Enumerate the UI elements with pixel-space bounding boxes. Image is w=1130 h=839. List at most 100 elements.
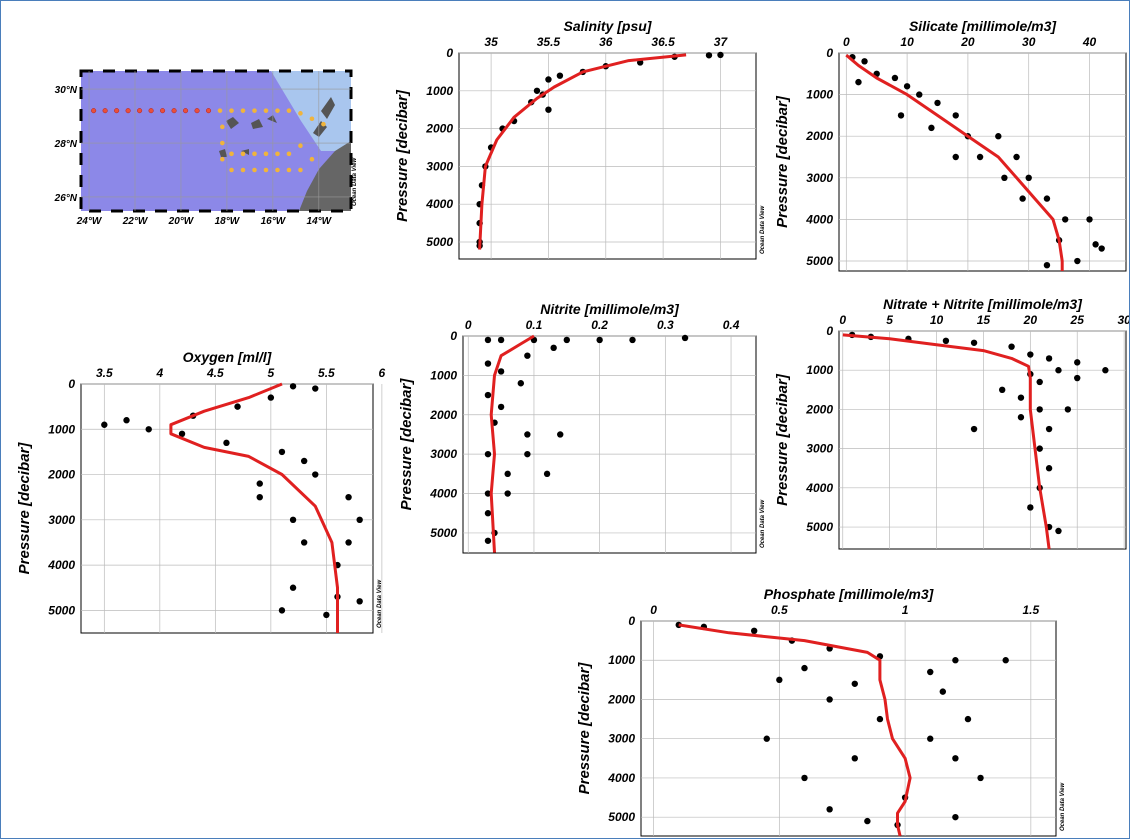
x-tick-label: 0.1 [526,318,543,332]
y-tick-label: 3000 [806,171,833,185]
x-tick-label: 35.5 [537,35,561,49]
data-point [257,494,263,500]
data-point [290,517,296,523]
chart-title: Nitrate + Nitrite [millimole/m3] [883,296,1083,312]
data-point [123,417,129,423]
y-tick-label: 4000 [805,481,833,495]
data-point [312,471,318,477]
data-point [279,449,285,455]
data-point [498,337,504,343]
data-point [943,338,949,344]
track-station [287,168,292,173]
x-tick-label: 20°W [168,216,195,227]
track-station [229,152,234,157]
y-tick-label: 4000 [607,771,635,785]
x-tick-label: 0.2 [591,318,608,332]
x-tick-label: 37 [714,35,729,49]
data-point [952,755,958,761]
station [195,108,200,113]
data-point [1086,216,1092,222]
data-point [1019,195,1025,201]
y-axis-label: Pressure [decibar] [774,373,791,506]
y-tick-label: 2000 [805,129,833,143]
track-station [264,108,269,113]
station [114,108,119,113]
data-point [545,76,551,82]
x-tick-label: 36.5 [651,35,675,49]
x-tick-label: 16°W [261,216,287,227]
y-tick-label: 2000 [47,468,75,482]
track-station [229,168,234,173]
x-tick-label: 5.5 [318,366,335,380]
data-point [518,380,524,386]
data-point [485,360,491,366]
y-tick-label: 1000 [430,368,457,382]
track-station [241,168,246,173]
data-point [995,133,1001,139]
data-point [279,607,285,613]
station [137,108,142,113]
track-station [298,143,303,148]
watermark: Ocean Data View [760,206,766,254]
track-station [252,168,257,173]
data-point [801,775,807,781]
data-point [1018,394,1024,400]
data-point [801,665,807,671]
data-point [1065,406,1071,412]
data-point [717,52,723,58]
track-station [220,125,225,130]
data-point [1037,406,1043,412]
y-tick-label: 4000 [47,558,75,572]
track-station [298,168,303,173]
plot-area [839,331,1126,549]
data-point [223,440,229,446]
y-tick-label: 5000 [430,526,457,540]
y-tick-label: 26°N [54,193,78,204]
y-tick-label: 0 [68,377,75,391]
data-point [550,345,556,351]
data-point [290,383,296,389]
data-point [268,394,274,400]
y-tick-label: 1000 [426,84,453,98]
data-point [504,490,510,496]
data-point [312,385,318,391]
y-tick-label: 0 [446,46,453,60]
data-point [852,681,858,687]
y-tick-label: 0 [826,46,833,60]
data-point [916,91,922,97]
data-point [524,451,530,457]
data-point [928,125,934,131]
data-point [557,72,563,78]
data-point [485,451,491,457]
data-point [524,352,530,358]
data-point [557,431,563,437]
data-point [1027,351,1033,357]
track-station [218,108,223,113]
track-station [241,152,246,157]
data-point [545,106,551,112]
x-tick-label: 5 [268,366,275,380]
data-point [498,368,504,374]
plot-area [839,53,1126,271]
figure: 24°W22°W20°W18°W16°W14°W30°N28°N26°NOcea… [1,1,1129,838]
data-point [977,154,983,160]
data-point [146,426,152,432]
x-tick-label: 20 [1023,313,1038,327]
data-point [861,58,867,64]
data-point [855,79,861,85]
data-point [1008,343,1014,349]
data-point [485,538,491,544]
x-tick-label: 0 [650,603,657,617]
data-point [1013,154,1019,160]
data-point [1046,426,1052,432]
plot-area [459,53,756,259]
chart-title: Oxygen [ml/l] [183,349,273,365]
y-tick-label: 3000 [426,159,453,173]
x-tick-label: 25 [1070,313,1085,327]
track-station [220,141,225,146]
y-tick-label: 5000 [608,810,635,824]
data-point [234,403,240,409]
data-point [1026,175,1032,181]
data-point [323,612,329,618]
x-tick-label: 0.3 [657,318,674,332]
